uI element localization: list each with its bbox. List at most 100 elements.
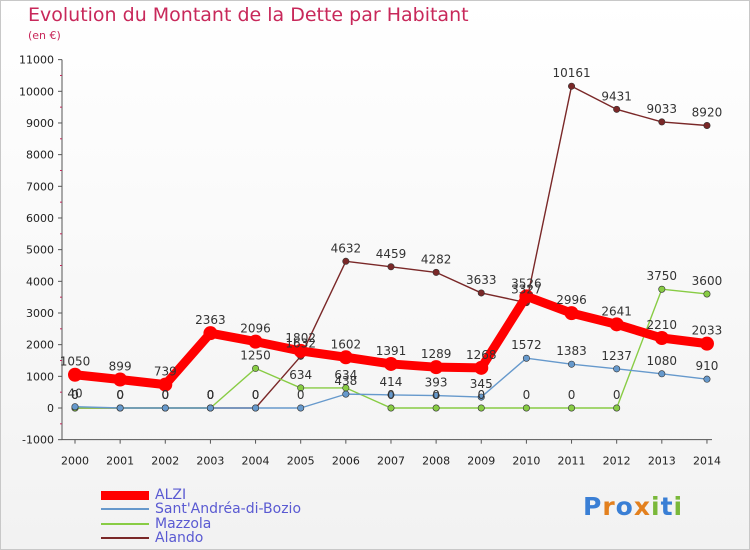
data-label-2: 0: [71, 388, 79, 402]
series-point-0: [203, 326, 218, 341]
series-point-0: [113, 372, 128, 387]
y-tick-label: 4000: [26, 275, 54, 288]
series-point-2: [613, 404, 621, 412]
series-point-2: [477, 404, 485, 412]
series-point-3: [342, 257, 350, 265]
data-label-1: 345: [470, 377, 493, 391]
legend-label: ALZI: [155, 487, 187, 503]
data-label-3: 0: [252, 388, 260, 402]
y-tick-label: 9000: [26, 117, 54, 130]
logo-letter: o: [615, 492, 634, 521]
y-tick-label: 8000: [26, 149, 54, 162]
data-label-1: 1383: [556, 344, 587, 358]
legend-swatch: [101, 508, 149, 510]
y-tick-label: 10000: [19, 85, 54, 98]
series-point-1: [252, 404, 260, 412]
series-point-1: [206, 404, 214, 412]
series-point-0: [248, 334, 263, 349]
data-label-2: 634: [334, 368, 357, 382]
data-label-0: 1268: [466, 348, 497, 362]
series-point-2: [703, 290, 711, 298]
series-point-3: [432, 268, 440, 276]
data-label-1: 1237: [601, 349, 632, 363]
x-tick-label: 2012: [603, 455, 631, 468]
data-label-1: 414: [380, 375, 403, 389]
x-tick-label: 2013: [648, 455, 676, 468]
series-point-0: [158, 377, 173, 392]
series-point-0: [699, 336, 714, 351]
x-tick-label: 2001: [106, 455, 134, 468]
series-point-2: [387, 404, 395, 412]
legend-item: Mazzola: [101, 516, 212, 532]
chart-unit-label: (en €): [28, 29, 61, 42]
data-label-1: 438: [334, 374, 357, 388]
x-tick-label: 2008: [422, 455, 450, 468]
data-label-0: 1289: [421, 347, 452, 361]
data-label-1: 0: [116, 388, 124, 402]
data-label-0: 739: [154, 365, 177, 379]
data-label-3: 8920: [692, 106, 723, 120]
y-tick-label: 6000: [26, 212, 54, 225]
logo-letter: x: [633, 492, 651, 521]
data-label-0: 2033: [692, 324, 723, 338]
series-point-2: [658, 285, 666, 293]
series-point-3: [568, 82, 576, 90]
logo-letter: P: [583, 492, 603, 521]
series-point-1: [116, 404, 124, 412]
data-label-1: 0: [297, 388, 305, 402]
x-tick-label: 2002: [151, 455, 179, 468]
series-point-0: [383, 356, 398, 371]
x-tick-label: 2010: [512, 455, 540, 468]
y-tick-label: 0: [47, 402, 54, 415]
legend-item: Alando: [101, 530, 203, 546]
legend-swatch: [101, 537, 149, 539]
data-label-0: 2641: [601, 304, 632, 318]
data-label-0: 2996: [556, 293, 587, 307]
legend-swatch: [101, 523, 149, 525]
x-tick-label: 2009: [467, 455, 495, 468]
y-tick-label: -1000: [22, 434, 54, 447]
data-label-0: 1802: [285, 331, 316, 345]
series-point-2: [297, 384, 305, 392]
series-point-3: [658, 118, 666, 126]
series-point-1: [432, 392, 440, 400]
data-label-0: 3526: [511, 276, 542, 290]
data-label-2: 0: [116, 388, 124, 402]
series-point-1: [71, 403, 79, 411]
series-point-3: [613, 105, 621, 113]
series-point-1: [522, 354, 530, 362]
legend-label: Mazzola: [155, 516, 212, 532]
y-tick-label: 1000: [26, 370, 54, 383]
data-label-2: 1250: [240, 348, 271, 362]
data-label-1: 0: [161, 388, 169, 402]
data-label-3: 1632: [285, 336, 316, 350]
logo-letter: i: [673, 492, 684, 521]
series-point-1: [387, 391, 395, 399]
series-point-1: [568, 360, 576, 368]
data-label-0: 2096: [240, 322, 271, 336]
series-point-0: [654, 331, 669, 346]
data-label-0: 2210: [647, 318, 678, 332]
data-label-0: 1602: [331, 337, 362, 351]
chart-axes: -100001000200030004000500060007000800090…: [19, 54, 721, 468]
x-tick-label: 2005: [287, 455, 315, 468]
data-label-2: 3600: [692, 274, 723, 288]
data-label-3: 9431: [601, 89, 632, 103]
chart-title: Evolution du Montant de la Dette par Hab…: [28, 4, 469, 26]
data-label-1: 40: [67, 387, 82, 401]
series-point-0: [564, 306, 579, 321]
series-point-2: [432, 404, 440, 412]
series-point-1: [477, 393, 485, 401]
data-label-2: 0: [613, 388, 621, 402]
series-point-1: [658, 370, 666, 378]
series-point-1: [297, 404, 305, 412]
data-label-3: 4282: [421, 252, 452, 266]
legend-swatch: [101, 490, 149, 500]
data-label-3: 4459: [376, 247, 407, 261]
y-tick-label: 3000: [26, 307, 54, 320]
data-label-3: 3633: [466, 273, 497, 287]
series-point-3: [387, 263, 395, 271]
data-label-2: 0: [207, 388, 215, 402]
data-label-0: 899: [109, 360, 132, 374]
data-label-3: 9033: [647, 102, 678, 116]
